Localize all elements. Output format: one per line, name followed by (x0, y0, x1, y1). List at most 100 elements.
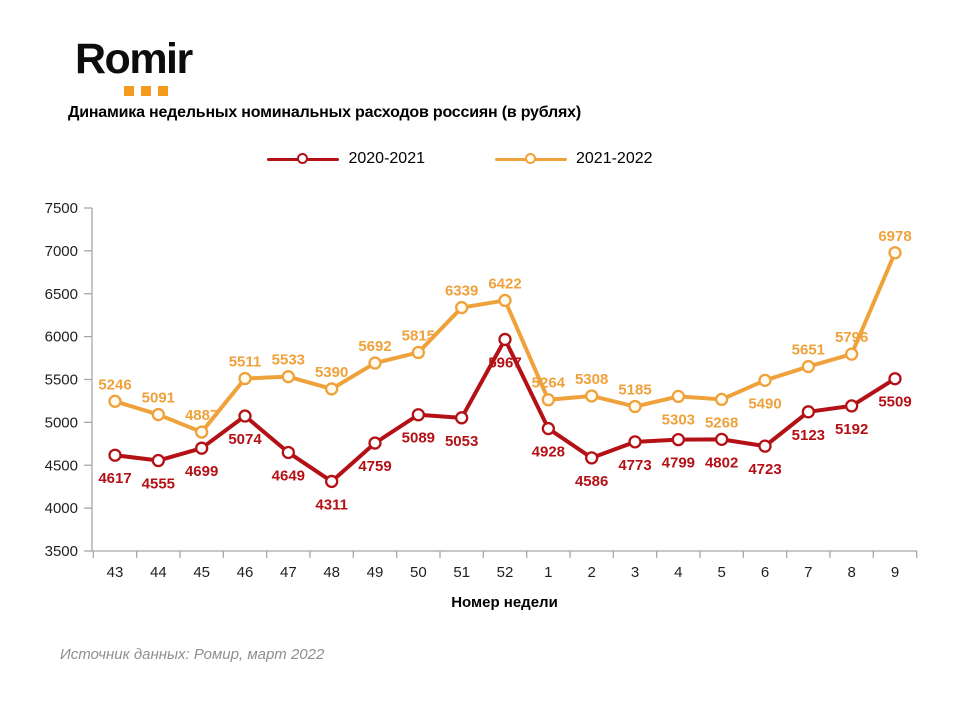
data-point-label: 5815 (402, 327, 435, 344)
data-point-label: 4699 (185, 463, 218, 480)
data-point-marker (585, 451, 599, 465)
romir-logo-dots-icon (124, 86, 168, 96)
x-axis-tick-label: 50 (410, 564, 427, 581)
data-point-label: 5268 (705, 414, 738, 431)
data-labels-2020-2021: 4617 4555 4699 5074 4649 4311 4759 5089 5053 5967… (98, 354, 911, 513)
data-point-label: 4586 (575, 473, 608, 490)
data-point-label: 5264 (532, 375, 566, 392)
y-axis-tick-label: 6500 (45, 286, 78, 303)
data-point-label: 5796 (835, 329, 868, 346)
data-point-marker (628, 399, 642, 414)
data-point-label: 5246 (98, 376, 131, 393)
data-point-label: 4311 (315, 496, 348, 513)
x-axis-tick-label: 43 (107, 564, 124, 581)
data-point-marker (108, 394, 122, 408)
data-point-marker (758, 373, 772, 388)
data-point-marker (845, 347, 859, 361)
x-axis-tick-label: 4 (674, 564, 682, 581)
data-point-marker (888, 372, 902, 386)
data-point-marker (151, 407, 165, 422)
data-point-label: 5192 (835, 421, 868, 438)
x-axis-tick-label: 44 (150, 564, 167, 581)
data-point-label: 4802 (705, 454, 738, 471)
legend-item-2021-2022: 2021-2022 (495, 150, 653, 168)
data-point-label: 5390 (315, 364, 348, 381)
x-axis-tick-label: 52 (497, 564, 514, 581)
x-axis-tick-label: 6 (761, 564, 769, 581)
data-point-marker (758, 439, 772, 453)
data-point-label: 4759 (358, 458, 391, 475)
data-point-marker (411, 345, 425, 360)
data-point-marker (281, 370, 295, 384)
x-axis-tick-label: 8 (847, 564, 855, 581)
data-point-label: 4799 (662, 455, 695, 472)
data-point-label: 5123 (792, 427, 825, 444)
y-axis-tick-label: 4500 (45, 457, 78, 474)
data-point-label: 4723 (748, 461, 781, 478)
data-point-label: 4649 (272, 467, 305, 484)
data-point-label: 4773 (618, 457, 651, 474)
data-point-marker (628, 435, 642, 449)
data-point-label: 5053 (445, 433, 478, 450)
data-point-label: 6339 (445, 283, 478, 300)
data-point-marker (715, 432, 729, 447)
data-point-label: 5308 (575, 371, 608, 388)
y-axis-tick-label: 7500 (45, 200, 78, 217)
legend-label: 2021-2022 (576, 150, 653, 167)
data-point-marker (455, 411, 469, 425)
data-point-label: 5490 (748, 395, 781, 412)
series-2021-2022 (108, 246, 902, 439)
x-axis-tick-label: 47 (280, 564, 297, 581)
data-point-marker (888, 246, 902, 260)
data-point-label: 5509 (878, 394, 911, 411)
y-axis-tick-label: 3500 (45, 543, 78, 560)
x-axis-tick-label: 5 (717, 564, 725, 581)
y-axis-tick-label: 5000 (45, 414, 78, 431)
chart-title: Динамика недельных номинальных расходов … (68, 104, 581, 121)
data-point-marker (845, 399, 859, 413)
data-point-marker (585, 389, 599, 403)
data-point-marker (498, 293, 512, 308)
romir-logo: Romir (75, 38, 295, 102)
x-axis-tick-label: 49 (367, 564, 384, 581)
x-axis-tick-label: 51 (453, 564, 470, 581)
data-labels-2021-2022: 5246 5091 4887 5511 5533 5390 5692 5815 6339 6422… (98, 228, 911, 432)
data-point-marker (325, 474, 339, 489)
legend-line-marker-icon (495, 153, 567, 165)
data-point-marker (671, 432, 685, 447)
romir-logo-text: Romir (75, 35, 193, 83)
chart-legend: 2020-2021 2021-2022 (0, 150, 920, 168)
x-axis-tick-label: 48 (323, 564, 340, 581)
y-axis-tick-label: 4000 (45, 500, 78, 517)
legend-item-2020-2021: 2020-2021 (267, 150, 425, 168)
data-point-marker (325, 382, 339, 396)
data-point-marker (151, 453, 165, 468)
data-point-marker (801, 359, 815, 374)
data-point-marker (108, 448, 122, 462)
data-point-label: 5692 (358, 338, 391, 355)
x-axis-tick-label: 3 (631, 564, 639, 581)
data-point-marker (671, 389, 685, 404)
data-point-label: 5511 (229, 354, 262, 371)
x-axis-tick-label: 46 (237, 564, 254, 581)
data-point-label: 5089 (402, 430, 435, 447)
data-point-marker (368, 436, 382, 450)
data-point-label: 5967 (488, 354, 521, 371)
data-point-marker (541, 393, 555, 407)
data-point-marker (455, 300, 469, 315)
data-point-label: 6422 (488, 275, 521, 292)
x-axis-tick-label: 9 (891, 564, 899, 581)
data-point-label: 5185 (618, 382, 651, 399)
data-point-marker (195, 441, 209, 455)
data-point-label: 6978 (878, 228, 911, 245)
data-point-label: 5303 (662, 411, 695, 428)
legend-label: 2020-2021 (348, 150, 425, 167)
data-point-marker (238, 371, 252, 386)
y-axis-tick-label: 5500 (45, 372, 78, 389)
data-point-label: 5533 (272, 352, 305, 369)
data-point-marker (801, 405, 815, 419)
data-point-marker (715, 392, 729, 407)
data-point-label: 4617 (98, 470, 131, 487)
